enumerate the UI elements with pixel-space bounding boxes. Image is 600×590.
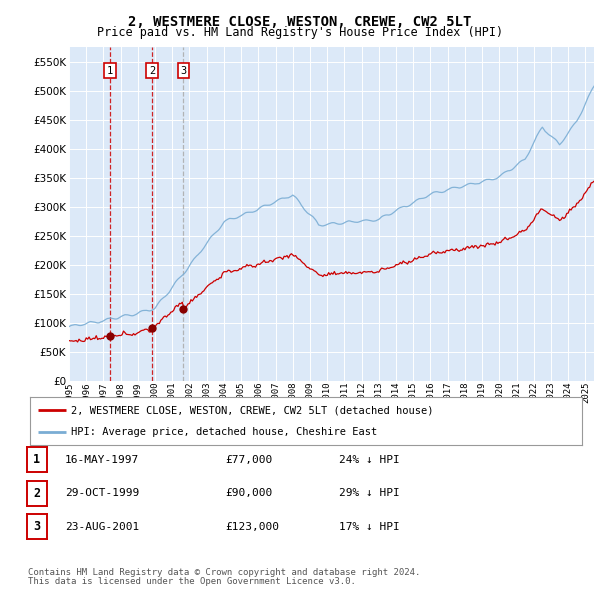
Text: 1: 1: [107, 65, 113, 76]
Text: 17% ↓ HPI: 17% ↓ HPI: [339, 522, 400, 532]
Text: 16-MAY-1997: 16-MAY-1997: [65, 455, 139, 464]
Text: 24% ↓ HPI: 24% ↓ HPI: [339, 455, 400, 464]
Text: 2, WESTMERE CLOSE, WESTON, CREWE, CW2 5LT: 2, WESTMERE CLOSE, WESTON, CREWE, CW2 5L…: [128, 15, 472, 29]
Text: Contains HM Land Registry data © Crown copyright and database right 2024.: Contains HM Land Registry data © Crown c…: [28, 568, 421, 577]
Text: 2: 2: [34, 487, 40, 500]
Text: £90,000: £90,000: [225, 489, 272, 498]
Text: 29-OCT-1999: 29-OCT-1999: [65, 489, 139, 498]
Text: 3: 3: [34, 520, 40, 533]
Text: 2: 2: [149, 65, 155, 76]
Text: £123,000: £123,000: [225, 522, 279, 532]
Text: 2, WESTMERE CLOSE, WESTON, CREWE, CW2 5LT (detached house): 2, WESTMERE CLOSE, WESTON, CREWE, CW2 5L…: [71, 405, 434, 415]
Text: This data is licensed under the Open Government Licence v3.0.: This data is licensed under the Open Gov…: [28, 577, 356, 586]
Text: 29% ↓ HPI: 29% ↓ HPI: [339, 489, 400, 498]
Text: 23-AUG-2001: 23-AUG-2001: [65, 522, 139, 532]
Text: 3: 3: [180, 65, 187, 76]
Text: 1: 1: [34, 453, 40, 466]
Text: £77,000: £77,000: [225, 455, 272, 464]
Text: Price paid vs. HM Land Registry's House Price Index (HPI): Price paid vs. HM Land Registry's House …: [97, 26, 503, 39]
Text: HPI: Average price, detached house, Cheshire East: HPI: Average price, detached house, Ches…: [71, 427, 377, 437]
